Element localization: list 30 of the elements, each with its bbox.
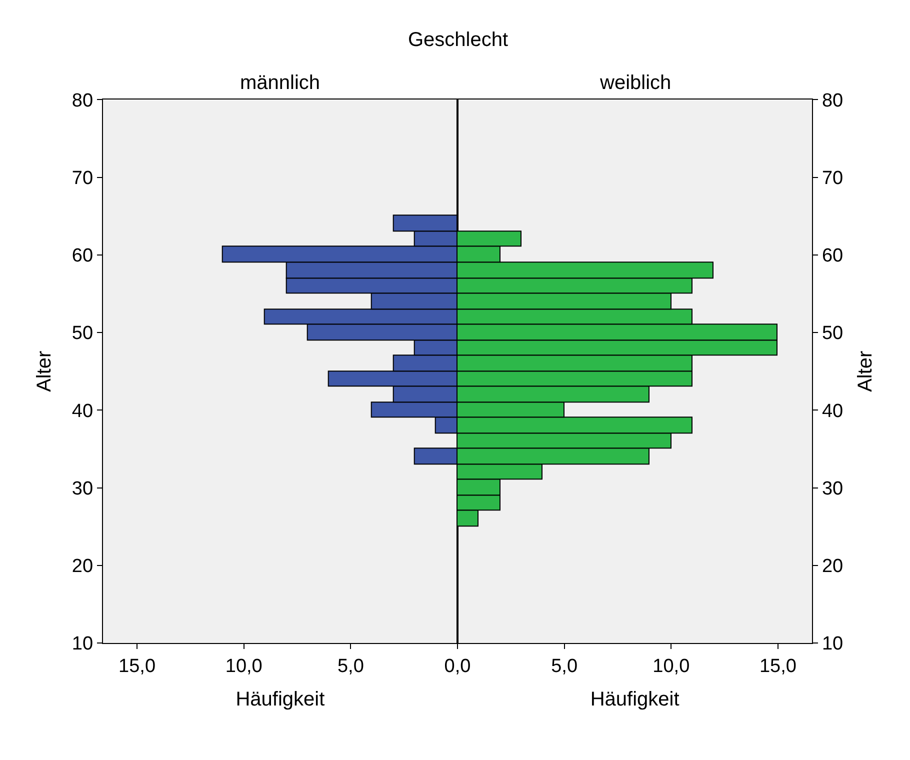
y-tick-label: 50: [72, 323, 94, 344]
y-tick-label: 70: [72, 168, 94, 189]
x-tick-label: 5,0: [551, 656, 578, 677]
y-tick-label: 30: [72, 478, 94, 500]
x-tick-label: 5,0: [337, 656, 364, 677]
y-axis-title: Alter: [854, 350, 877, 392]
x-axis-title: Häufigkeit: [590, 688, 680, 710]
y-tick-label: 10: [822, 634, 844, 655]
x-tick-label: 10,0: [652, 656, 690, 677]
y-tick-label: 70: [822, 168, 844, 189]
x-tick-label: 15,0: [118, 656, 156, 677]
chart-title: männlich: [240, 72, 320, 94]
y-tick-label: 20: [72, 556, 94, 578]
y-tick-label: 10: [72, 634, 94, 655]
x-tick-label: 15,0: [759, 656, 796, 677]
y-tick-label: 40: [72, 400, 94, 422]
chart-title: weiblich: [599, 72, 672, 94]
x-tick-label: 0,0: [444, 656, 471, 677]
y-tick-label: 50: [822, 323, 844, 344]
y-axis-title: Alter: [33, 350, 56, 392]
y-tick-label: 80: [72, 90, 94, 112]
x-axis-title: Häufigkeit: [236, 688, 326, 710]
text: Geschlecht: [408, 29, 508, 51]
x-tick-label: 10,0: [225, 656, 262, 677]
y-tick-label: 40: [822, 400, 844, 422]
y-tick-label: 30: [822, 478, 844, 500]
y-tick-label: 20: [822, 556, 844, 578]
y-tick-label: 60: [822, 246, 844, 267]
y-tick-label: 80: [822, 90, 844, 112]
y-tick-label: 60: [72, 246, 94, 267]
